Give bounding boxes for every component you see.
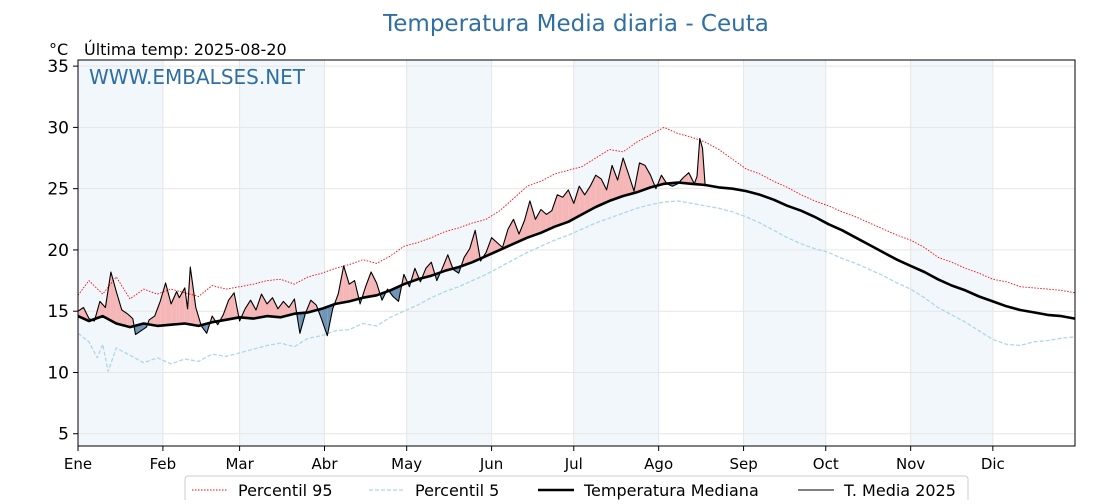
above-median-fill xyxy=(596,175,601,207)
y-tick-label-30: 30 xyxy=(47,118,69,138)
y-axis-ticks: 5 10 15 20 25 30 35 xyxy=(47,57,78,445)
above-median-fill xyxy=(344,266,349,303)
y-tick-label-5: 5 xyxy=(58,425,69,445)
month-band-jul xyxy=(574,60,659,446)
x-tick-label-nov: Nov xyxy=(896,455,925,473)
watermark: WWW.EMBALSES.NET xyxy=(89,65,306,89)
above-median-fill xyxy=(639,163,644,191)
x-tick-label-ene: Ene xyxy=(64,455,92,473)
above-median-fill xyxy=(530,201,535,237)
month-bands xyxy=(78,60,993,446)
x-tick-label-jun: Jun xyxy=(479,455,503,473)
legend-label-current: T. Media 2025 xyxy=(843,481,956,500)
x-tick-label-abr: Abr xyxy=(312,455,339,473)
legend-label-p95: Percentil 95 xyxy=(238,481,333,500)
y-tick-label-10: 10 xyxy=(47,363,69,383)
x-tick-label-mar: Mar xyxy=(225,455,254,473)
x-axis-ticks: Ene Feb Mar Abr May Jun Jul Ago Sep Oct Nov Dic xyxy=(64,446,1005,473)
chart-title: Temperatura Media diaria - Ceuta xyxy=(382,11,769,37)
x-tick-label-ago: Ago xyxy=(644,455,673,473)
above-median-fill xyxy=(166,283,171,325)
above-median-fill xyxy=(557,195,562,226)
above-median-fill xyxy=(568,190,573,222)
x-tick-label-sep: Sep xyxy=(729,455,757,473)
month-band-mar xyxy=(240,60,325,446)
above-median-fill xyxy=(563,190,568,224)
y-tick-label-35: 35 xyxy=(47,57,69,77)
legend-label-median: Temperatura Mediana xyxy=(583,481,759,500)
legend-label-p5: Percentil 5 xyxy=(415,481,499,500)
y-tick-label-20: 20 xyxy=(47,241,69,261)
y-tick-label-25: 25 xyxy=(47,180,69,200)
x-tick-label-oct: Oct xyxy=(813,455,839,473)
month-band-ene xyxy=(78,60,163,446)
x-tick-label-jul: Jul xyxy=(564,455,583,473)
x-tick-label-may: May xyxy=(391,455,422,473)
above-median-fill xyxy=(524,201,529,239)
legend: Percentil 95 Percentil 5 Temperatura Media… xyxy=(185,476,968,500)
month-band-nov xyxy=(911,60,993,446)
x-tick-label-feb: Feb xyxy=(150,455,177,473)
above-median-fill xyxy=(371,272,376,296)
above-median-fill xyxy=(552,195,557,228)
month-band-sep xyxy=(744,60,826,446)
y-tick-label-15: 15 xyxy=(47,302,69,322)
last-update-label: Última temp: 2025-08-20 xyxy=(84,40,287,59)
x-tick-label-dic: Dic xyxy=(981,455,1005,473)
